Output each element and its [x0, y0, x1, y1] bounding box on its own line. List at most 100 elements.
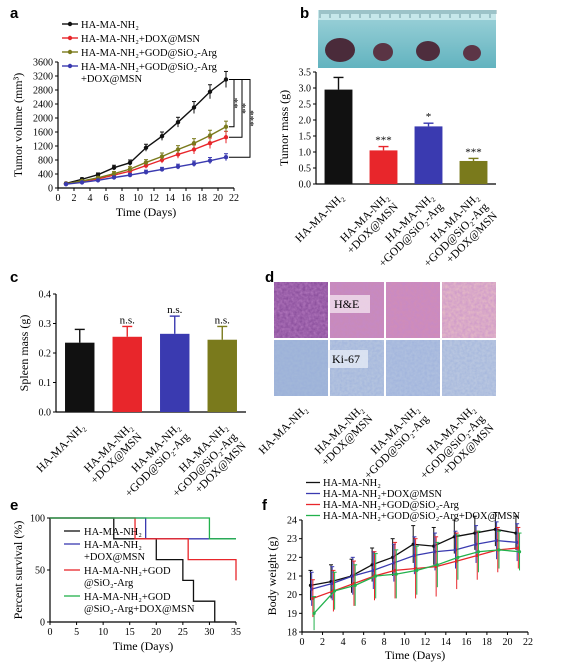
x-tick-label: 18 — [197, 193, 207, 204]
data-point — [143, 163, 149, 168]
row-label-bg — [330, 295, 370, 313]
row-label-bg — [328, 350, 368, 368]
y-tick-label: 2.5 — [299, 100, 312, 111]
histology-texture — [386, 282, 440, 338]
category-label-line: HA-MA-NH₂ — [35, 422, 88, 475]
x-tick-label: 16 — [181, 193, 191, 204]
data-point — [159, 154, 165, 159]
panel-f-xlabel: Time (Days) — [385, 648, 446, 662]
y-tick-label: 1600 — [33, 128, 53, 139]
x-tick-label: 10 — [133, 193, 143, 204]
x-tick-label: 10 — [98, 627, 108, 638]
data-point — [95, 172, 101, 177]
panel-f-legend: HA-MA-NH₂HA-MA-NH₂+DOX@MSNHA-MA-NH₂+GOD@… — [306, 478, 520, 522]
legend-label: HA-MA-NH₂ — [323, 478, 381, 489]
data-point — [207, 89, 213, 94]
panel-d-row-labels: H&E Ki-67 — [328, 295, 370, 368]
y-tick-label: 3600 — [33, 58, 53, 69]
panel-a-significance: ******* — [229, 79, 260, 158]
legend-label: HA-MA-NH₂ — [81, 20, 139, 31]
y-tick-label: 23 — [287, 534, 297, 545]
y-tick-label: 0 — [48, 184, 53, 195]
data-point — [223, 124, 229, 129]
bar — [324, 89, 353, 184]
panel-f-series-2 — [310, 526, 521, 618]
data-point — [353, 583, 357, 587]
x-tick-label: 12 — [149, 193, 159, 204]
panel-d-column-label: HA-MA-NH₂+DOX@MSN — [313, 404, 376, 469]
legend-label: HA-MA-NH₂ — [84, 527, 142, 538]
x-tick-label: 20 — [502, 637, 512, 648]
y-tick-label: 0.1 — [39, 378, 52, 389]
legend-marker — [67, 21, 73, 27]
panel-e-survival-line-0 — [50, 517, 221, 623]
panel-label-a: a — [10, 5, 19, 22]
y-tick-label: 1.5 — [299, 132, 312, 143]
data-point — [312, 611, 316, 615]
significance-label: n.s. — [120, 314, 136, 326]
bar — [65, 342, 95, 412]
panel-b-bar-1: *** — [369, 135, 398, 184]
data-point — [143, 170, 149, 175]
data-point — [223, 77, 229, 82]
panel-a-series-3 — [63, 153, 229, 187]
sig-label: *** — [248, 110, 260, 127]
row-label-he: H&E — [334, 297, 359, 311]
legend-label: HA-MA-NH₂+GOD — [84, 592, 171, 603]
x-tick-label: 6 — [361, 637, 366, 648]
x-tick-label: 18 — [482, 637, 492, 648]
data-point — [333, 589, 337, 593]
x-tick-label: 10 — [400, 637, 410, 648]
legend-label: HA-MA-NH₂+GOD@SiO₂-Arg — [81, 62, 218, 73]
x-tick-label: 12 — [420, 637, 430, 648]
panel-f-series-0 — [308, 512, 518, 601]
data-point — [476, 550, 481, 554]
data-point — [95, 178, 101, 183]
x-tick-label: 8 — [120, 193, 125, 204]
panel-c-bar-1: n.s. — [112, 314, 142, 412]
legend-label: HA-MA-NH₂+GOD@SiO₂-Arg — [323, 500, 460, 511]
panel-e-axes: 0 50 100 0 5 10 15 20 25 30 35 — [30, 514, 241, 639]
y-tick-label: 1.0 — [299, 148, 312, 159]
x-tick-label: 30 — [204, 627, 214, 638]
panel-label-c: c — [10, 269, 18, 286]
data-point — [79, 180, 85, 185]
y-tick-label: 800 — [38, 156, 53, 167]
y-tick-label: 400 — [38, 170, 53, 181]
legend-label: HA-MA-NH₂+GOD@SiO₂-Arg — [81, 48, 218, 59]
data-point — [159, 134, 165, 139]
histology-texture — [274, 282, 328, 338]
y-tick-label: 100 — [30, 514, 45, 525]
panel-label-e: e — [10, 497, 18, 514]
data-point — [191, 105, 197, 110]
data-point — [127, 160, 133, 165]
y-tick-label: 2800 — [33, 86, 53, 97]
x-tick-label: 35 — [231, 627, 241, 638]
data-point — [394, 572, 398, 576]
y-tick-label: 24 — [287, 516, 297, 527]
y-tick-label: 3200 — [33, 72, 53, 83]
data-point — [207, 158, 213, 163]
panel-e-xlabel: Time (Days) — [113, 639, 174, 653]
y-tick-label: 0.0 — [299, 180, 312, 191]
data-point — [191, 147, 197, 152]
x-tick-label: 15 — [125, 627, 135, 638]
panel-c-bar-0 — [65, 328, 95, 412]
panel-label-f: f — [262, 497, 268, 514]
y-tick-label: 1200 — [33, 142, 53, 153]
panel-e-survival-line-1 — [50, 517, 236, 540]
y-tick-label: 2000 — [33, 114, 53, 125]
histology-texture — [386, 340, 440, 396]
significance-label: *** — [465, 146, 482, 158]
data-point — [207, 133, 213, 138]
x-tick-label: 6 — [104, 193, 109, 204]
sig-label: ** — [232, 98, 244, 109]
panel-a-ylabel: Tumor volume (mm³) — [11, 73, 25, 178]
data-point — [127, 172, 133, 178]
significance-label: n.s. — [167, 304, 183, 316]
legend-label-cont: @SiO₂-Arg+DOX@MSN — [84, 604, 195, 615]
data-point — [111, 165, 117, 170]
panel-d-column-label: HA-MA-NH₂ — [257, 404, 310, 457]
bar — [369, 150, 398, 184]
